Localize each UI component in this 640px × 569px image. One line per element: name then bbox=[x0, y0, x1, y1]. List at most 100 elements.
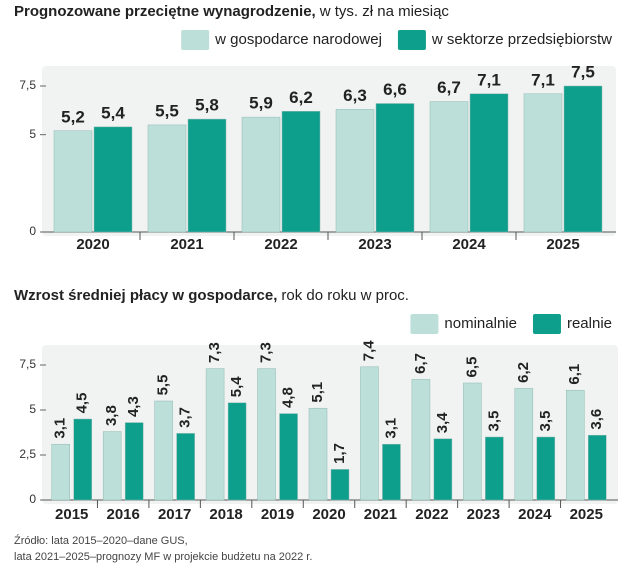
value-label: 6,7 bbox=[412, 353, 429, 374]
x-tick-label: 2016 bbox=[106, 506, 139, 523]
x-tick-label: 2023 bbox=[467, 506, 500, 523]
x-tick-label: 2022 bbox=[264, 236, 297, 253]
value-label: 3,6 bbox=[588, 409, 605, 430]
value-label: 7,1 bbox=[531, 70, 555, 89]
legend-label: w sektorze przedsiębiorstw bbox=[431, 31, 612, 48]
bar bbox=[566, 389, 585, 501]
value-label: 5,5 bbox=[155, 101, 179, 120]
bar bbox=[187, 118, 227, 233]
bar bbox=[73, 418, 92, 501]
bar bbox=[176, 433, 195, 501]
y-tick-label: 7,5 bbox=[19, 78, 36, 92]
value-label: 6,5 bbox=[463, 357, 480, 378]
source-note: lata 2021–2025–prognozy MF w projekcie b… bbox=[14, 551, 312, 563]
x-tick-label: 2018 bbox=[209, 506, 242, 523]
legend-swatch bbox=[397, 30, 426, 50]
value-label: 6,1 bbox=[566, 364, 583, 385]
value-label: 4,5 bbox=[74, 393, 91, 414]
y-tick-label: 2,5 bbox=[19, 447, 36, 461]
x-tick-label: 2020 bbox=[76, 236, 109, 253]
bar bbox=[257, 368, 276, 501]
value-label: 4,3 bbox=[125, 396, 142, 417]
x-tick-label: 2021 bbox=[170, 236, 203, 253]
bar bbox=[335, 109, 375, 233]
title-text: Wzrost średniej płacy w gospodarce, bbox=[14, 287, 277, 304]
value-label: 3,5 bbox=[485, 411, 502, 432]
legend-label: nominalnie bbox=[444, 315, 517, 332]
value-label: 3,1 bbox=[382, 418, 399, 439]
bar bbox=[375, 103, 415, 233]
bar bbox=[523, 93, 563, 233]
bar bbox=[360, 366, 379, 501]
bar bbox=[205, 368, 225, 501]
x-tick-label: 2015 bbox=[55, 506, 88, 523]
x-tick-label: 2021 bbox=[364, 506, 397, 523]
value-label: 3,4 bbox=[434, 412, 451, 434]
value-label: 7,5 bbox=[571, 62, 595, 81]
value-label: 3,8 bbox=[103, 405, 120, 426]
value-label: 5,4 bbox=[228, 376, 245, 398]
x-tick-label: 2023 bbox=[358, 236, 391, 253]
y-tick-label: 7,5 bbox=[19, 357, 36, 371]
bar bbox=[147, 124, 187, 233]
value-label: 6,6 bbox=[383, 80, 407, 99]
bar bbox=[241, 116, 281, 233]
value-label: 1,7 bbox=[331, 443, 348, 464]
value-label: 7,4 bbox=[360, 340, 377, 362]
value-label: 3,7 bbox=[177, 407, 194, 428]
x-tick-label: 2025 bbox=[546, 236, 579, 253]
bar bbox=[469, 93, 509, 233]
value-label: 7,3 bbox=[206, 342, 223, 363]
bar bbox=[281, 111, 321, 233]
x-tick-label: 2024 bbox=[518, 506, 552, 523]
chart-title: Prognozowane przeciętne wynagrodzenie, w … bbox=[14, 3, 449, 20]
value-label: 7,3 bbox=[258, 342, 275, 363]
source-note: Źródło: lata 2015–2020–dane GUS, bbox=[14, 534, 188, 547]
value-label: 4,8 bbox=[280, 387, 297, 408]
bar bbox=[514, 388, 534, 501]
y-tick-label: 5 bbox=[29, 402, 36, 416]
bar bbox=[227, 402, 247, 501]
value-label: 5,8 bbox=[195, 96, 219, 115]
value-label: 5,4 bbox=[101, 103, 125, 122]
x-tick-label: 2022 bbox=[415, 506, 448, 523]
bar bbox=[308, 407, 328, 501]
bar bbox=[279, 413, 298, 501]
value-label: 7,1 bbox=[477, 70, 501, 89]
x-tick-label: 2017 bbox=[158, 506, 191, 523]
bar bbox=[463, 382, 482, 501]
value-label: 6,3 bbox=[343, 86, 367, 105]
bar bbox=[536, 436, 556, 501]
legend-label: w gospodarce narodowej bbox=[214, 31, 382, 48]
legend-swatch bbox=[410, 314, 439, 334]
bar bbox=[563, 85, 603, 233]
value-label: 5,5 bbox=[155, 375, 172, 396]
legend-swatch bbox=[532, 314, 561, 334]
bar bbox=[53, 130, 93, 233]
bar bbox=[51, 443, 70, 501]
bar bbox=[93, 126, 133, 233]
bar bbox=[102, 431, 122, 501]
bar bbox=[429, 101, 469, 233]
y-tick-label: 0 bbox=[29, 224, 36, 238]
title-text: Prognozowane przeciętne wynagrodzenie, bbox=[14, 3, 316, 20]
bar bbox=[588, 434, 607, 501]
x-tick-label: 2020 bbox=[312, 506, 345, 523]
bar bbox=[382, 443, 401, 501]
x-tick-label: 2025 bbox=[570, 506, 603, 523]
value-label: 6,2 bbox=[515, 362, 532, 383]
subtitle: rok do roku w proc. bbox=[281, 287, 409, 304]
value-label: 3,5 bbox=[537, 411, 554, 432]
subtitle: w tys. zł na miesiąc bbox=[319, 3, 450, 20]
bar bbox=[124, 422, 144, 501]
legend-swatch bbox=[181, 30, 210, 50]
bar bbox=[411, 379, 431, 501]
bar bbox=[433, 438, 453, 501]
x-tick-label: 2019 bbox=[261, 506, 294, 523]
value-label: 5,9 bbox=[249, 94, 273, 113]
chart-title: Wzrost średniej płacy w gospodarce, rok d… bbox=[14, 287, 409, 304]
y-tick-label: 0 bbox=[29, 492, 36, 506]
bar bbox=[485, 436, 504, 501]
value-label: 5,1 bbox=[309, 382, 326, 403]
